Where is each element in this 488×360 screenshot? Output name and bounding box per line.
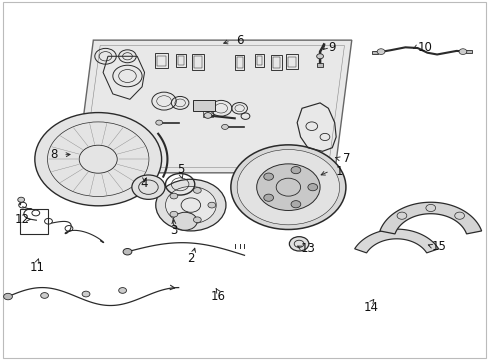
Circle shape <box>156 179 225 231</box>
Text: 8: 8 <box>51 148 58 161</box>
Bar <box>194 57 202 68</box>
Text: 13: 13 <box>300 242 315 255</box>
Circle shape <box>170 211 178 217</box>
Bar <box>203 111 212 117</box>
Circle shape <box>82 291 90 297</box>
Circle shape <box>203 113 211 118</box>
Circle shape <box>172 212 197 230</box>
Circle shape <box>123 248 132 255</box>
Bar <box>178 56 183 65</box>
Text: 15: 15 <box>431 240 446 253</box>
Bar <box>236 57 242 68</box>
Circle shape <box>316 54 323 59</box>
Text: 14: 14 <box>363 301 378 314</box>
Circle shape <box>256 164 320 211</box>
Circle shape <box>165 186 216 224</box>
Circle shape <box>221 125 228 130</box>
Circle shape <box>3 293 12 300</box>
Circle shape <box>290 201 300 208</box>
Polygon shape <box>76 40 351 173</box>
Bar <box>176 54 185 67</box>
Bar <box>466 50 471 53</box>
Text: 12: 12 <box>15 213 30 226</box>
Circle shape <box>290 167 300 174</box>
Text: 4: 4 <box>141 177 148 190</box>
Circle shape <box>458 49 466 54</box>
Circle shape <box>193 188 201 193</box>
Bar <box>193 100 214 111</box>
Bar <box>155 53 168 68</box>
Circle shape <box>263 194 273 201</box>
Text: 16: 16 <box>210 290 224 303</box>
Bar <box>256 56 261 65</box>
Bar <box>272 57 279 68</box>
Circle shape <box>18 197 24 202</box>
Bar <box>254 54 263 67</box>
Circle shape <box>35 113 161 206</box>
Circle shape <box>376 49 384 54</box>
Circle shape <box>193 217 201 222</box>
Bar <box>316 63 323 67</box>
Bar <box>270 55 281 70</box>
Circle shape <box>307 184 317 191</box>
Polygon shape <box>354 229 438 253</box>
Bar <box>285 54 298 69</box>
Text: 1: 1 <box>335 165 343 177</box>
Text: 5: 5 <box>177 163 184 176</box>
Circle shape <box>289 237 308 251</box>
Circle shape <box>207 202 215 208</box>
Circle shape <box>119 288 126 293</box>
Bar <box>371 51 377 54</box>
Bar <box>20 210 48 234</box>
Text: 11: 11 <box>30 261 45 274</box>
Circle shape <box>41 293 48 298</box>
Circle shape <box>156 120 162 125</box>
Circle shape <box>263 173 273 180</box>
Text: 6: 6 <box>235 33 243 47</box>
Bar <box>287 57 296 67</box>
Text: 10: 10 <box>417 41 431 54</box>
Text: 7: 7 <box>343 152 350 165</box>
Circle shape <box>230 145 345 229</box>
Text: 3: 3 <box>170 224 177 237</box>
Circle shape <box>237 149 339 225</box>
Bar <box>157 55 166 66</box>
Text: 9: 9 <box>328 41 335 54</box>
Polygon shape <box>379 202 481 234</box>
Circle shape <box>170 193 178 199</box>
Text: 2: 2 <box>187 252 194 265</box>
Bar <box>234 55 244 70</box>
Circle shape <box>132 175 164 199</box>
Bar <box>192 54 204 71</box>
